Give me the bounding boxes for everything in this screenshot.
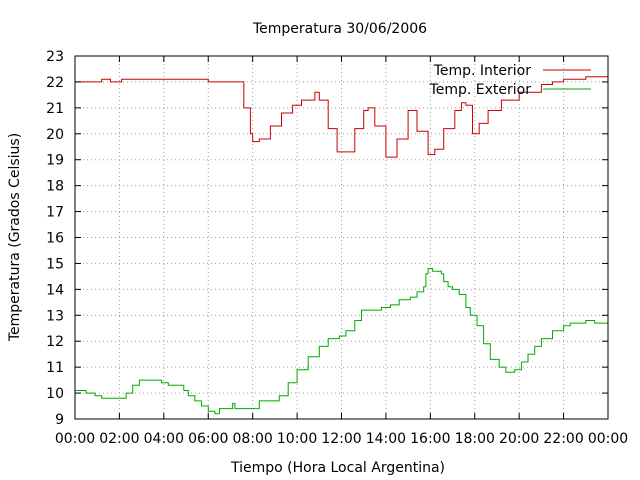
chart-title: Temperatura 30/06/2006 xyxy=(252,21,427,37)
legend-label: Temp. Exterior xyxy=(429,82,532,98)
x-tick-labels: 00:00 02:00 04:00 06:00 08:00 10:00 12:00 14:00… xyxy=(55,431,628,447)
y-tick-label: 12 xyxy=(46,334,64,350)
x-tick-label: 10:00 xyxy=(277,431,317,447)
x-tick-label: 14:00 xyxy=(366,431,406,447)
y-tick-label: 14 xyxy=(46,282,64,298)
y-tick-label: 19 xyxy=(46,153,64,169)
y-tick-label: 13 xyxy=(46,308,64,324)
series-line-exterior xyxy=(75,268,609,415)
x-tick-label: 08:00 xyxy=(232,431,272,447)
chart-grid xyxy=(75,56,608,419)
y-tick-label: 15 xyxy=(46,256,64,272)
y-tick-label: 22 xyxy=(46,75,64,91)
chart-series xyxy=(75,76,609,415)
x-tick-label: 00:00 xyxy=(588,431,628,447)
x-tick-label: 18:00 xyxy=(455,431,495,447)
y-tick-label: 10 xyxy=(46,386,64,402)
y-tick-label: 20 xyxy=(46,127,64,143)
y-tick-label: 17 xyxy=(46,205,64,221)
x-tick-label: 06:00 xyxy=(188,431,228,447)
y-tick-label: 16 xyxy=(46,231,64,247)
legend-label: Temp. Interior xyxy=(433,63,532,79)
y-tick-label: 23 xyxy=(46,49,64,65)
x-tick-label: 04:00 xyxy=(144,431,184,447)
y-tick-label: 9 xyxy=(55,412,64,428)
chart-legend: Temp. Interior Temp. Exterior xyxy=(429,63,591,98)
y-axis-label: Temperatura (Grados Celsius) xyxy=(7,133,23,342)
series-line-interior xyxy=(75,76,608,158)
y-tick-labels: 9 10 11 12 13 14 15 16 17 18 19 20 21 22 23 xyxy=(46,49,64,428)
x-tick-label: 12:00 xyxy=(321,431,361,447)
y-tick-label: 18 xyxy=(46,179,64,195)
x-tick-label: 02:00 xyxy=(99,431,139,447)
x-tick-label: 00:00 xyxy=(55,431,95,447)
x-axis-label: Tiempo (Hora Local Argentina) xyxy=(230,460,445,476)
y-tick-label: 21 xyxy=(46,101,64,117)
x-tick-label: 20:00 xyxy=(499,431,539,447)
x-tick-label: 16:00 xyxy=(410,431,450,447)
x-tick-label: 22:00 xyxy=(543,431,583,447)
axis-ticks xyxy=(74,55,609,420)
y-tick-label: 11 xyxy=(46,360,64,376)
